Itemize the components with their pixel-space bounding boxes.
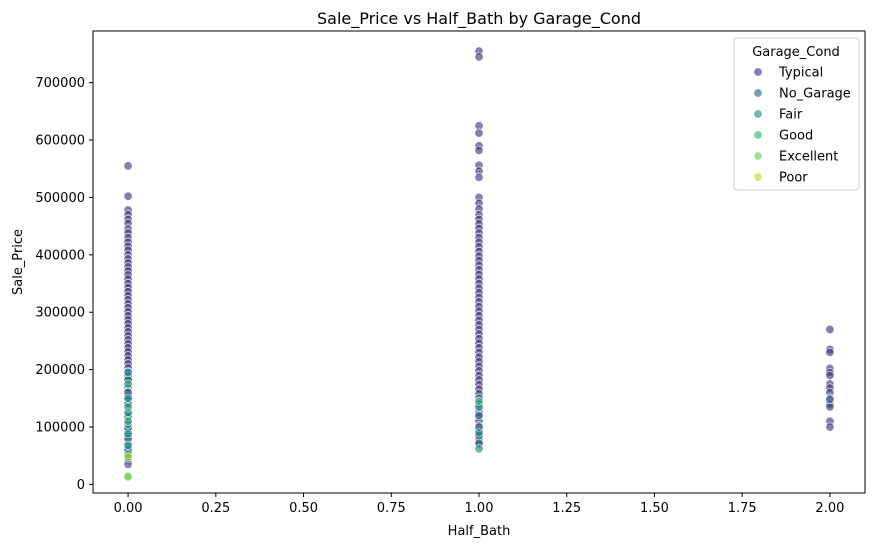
x-tick-label: 0.75	[377, 501, 406, 516]
legend-label-typical: Typical	[778, 66, 823, 81]
y-axis: 0 100000 200000 300000 400000 500000 600000 700…	[35, 76, 93, 493]
legend-marker-typical	[753, 67, 763, 77]
point-fair	[474, 428, 484, 438]
legend-marker-excellent	[753, 151, 763, 161]
point-no-garage	[474, 411, 484, 421]
point-no-garage	[825, 394, 835, 404]
legend-frame	[733, 37, 860, 191]
y-tick-label: 700000	[35, 76, 85, 91]
point-fair	[474, 444, 484, 454]
x-axis-label: Half_Bath	[448, 524, 511, 539]
legend-marker-poor	[753, 172, 763, 182]
point-typical	[123, 161, 133, 171]
y-tick-label: 600000	[35, 134, 85, 149]
point-typical	[474, 128, 484, 138]
y-tick-label: 0	[77, 478, 85, 493]
point-typical	[474, 145, 484, 155]
point-typical	[825, 324, 835, 334]
x-tick-label: 0.00	[114, 501, 143, 516]
x-tick-label: 1.25	[552, 501, 581, 516]
point-poor	[123, 452, 133, 462]
y-tick-label: 300000	[35, 306, 85, 321]
y-tick-label: 100000	[35, 421, 85, 436]
points-layer	[123, 46, 835, 482]
point-good	[123, 416, 133, 426]
legend-label-good: Good	[779, 129, 813, 144]
point-typical	[474, 172, 484, 182]
x-tick-label: 1.00	[465, 501, 494, 516]
point-good	[123, 402, 133, 412]
y-tick-label: 500000	[35, 191, 85, 206]
point-typical	[825, 402, 835, 412]
point-excellent	[123, 472, 133, 482]
legend-label-no-garage: No_Garage	[779, 87, 851, 102]
x-axis: 0.00 0.25 0.50 0.75 1.00 1.25 1.50 1.75 2.00	[114, 493, 844, 516]
point-fair	[123, 393, 133, 403]
point-typical	[474, 52, 484, 62]
point-fair	[123, 367, 133, 377]
legend: Garage_Cond Typical No_Garage Fair Good Exce…	[733, 37, 860, 191]
x-tick-label: 0.50	[289, 501, 318, 516]
point-typical	[825, 347, 835, 357]
point-typical	[123, 191, 133, 201]
x-tick-label: 2.00	[815, 501, 844, 516]
x-tick-label: 1.50	[640, 501, 669, 516]
legend-marker-no-garage	[753, 88, 763, 98]
chart-title: Sale_Price vs Half_Bath by Garage_Cond	[317, 9, 641, 29]
legend-title: Garage_Cond	[752, 45, 840, 60]
y-tick-label: 200000	[35, 363, 85, 378]
point-fair	[123, 440, 133, 450]
point-typical	[825, 422, 835, 432]
legend-label-fair: Fair	[779, 108, 803, 123]
legend-items: Typical No_Garage Fair Good Excellent Poor	[753, 66, 851, 186]
x-tick-label: 1.75	[728, 501, 757, 516]
y-tick-label: 400000	[35, 248, 85, 263]
point-fair	[123, 429, 133, 439]
y-axis-label: Sale_Price	[11, 229, 26, 295]
point-typical	[825, 370, 835, 380]
legend-marker-good	[753, 130, 763, 140]
legend-marker-fair	[753, 109, 763, 119]
x-tick-label: 0.25	[201, 501, 230, 516]
point-typical	[474, 121, 484, 131]
point-good	[123, 379, 133, 389]
point-good	[474, 396, 484, 406]
legend-label-excellent: Excellent	[779, 150, 838, 165]
legend-label-poor: Poor	[779, 171, 808, 186]
